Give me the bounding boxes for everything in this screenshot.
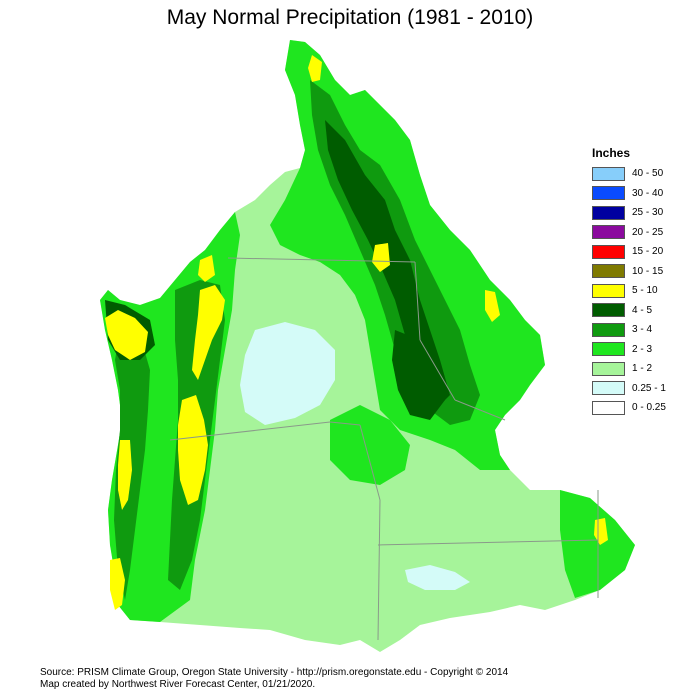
zone-5-10-rocky-crest	[485, 290, 500, 322]
legend-swatch	[592, 264, 625, 279]
zone-5-10-north-cascades	[192, 285, 225, 380]
legend-swatch	[592, 303, 625, 318]
legend-item: 5 - 10	[592, 281, 666, 301]
legend-item: 30 - 40	[592, 184, 666, 204]
zone-2-3-central	[330, 405, 410, 485]
legend-item: 3 - 4	[592, 320, 666, 340]
zone-5-10-selkirks	[372, 243, 390, 272]
legend-item: 1 - 2	[592, 359, 666, 379]
legend-swatch	[592, 342, 625, 357]
basin-region	[100, 40, 635, 652]
legend-swatch	[592, 186, 625, 201]
footer-source: Source: PRISM Climate Group, Oregon Stat…	[40, 667, 509, 678]
zone-4-5-central-idaho	[392, 330, 445, 420]
zone-3-4-coast	[114, 330, 150, 600]
legend-label: 30 - 40	[632, 187, 664, 199]
legend-label: 40 - 50	[632, 168, 664, 180]
legend-swatch	[592, 361, 625, 376]
footer: Source: PRISM Climate Group, Oregon Stat…	[40, 667, 508, 691]
legend-rows: 40 - 50 30 - 40 25 - 30 20 - 25 15 - 20 10 - …	[592, 164, 666, 418]
legend-swatch	[592, 166, 625, 181]
legend-item: 40 - 50	[592, 164, 666, 184]
legend-swatch	[592, 225, 625, 240]
arid-zone-south	[405, 565, 470, 590]
legend-item: 0 - 0.25	[592, 398, 666, 418]
legend-item: 10 - 15	[592, 262, 666, 282]
legend-swatch	[592, 244, 625, 259]
legend: Inches 40 - 50 30 - 40 25 - 30 20 - 25 15 - …	[592, 146, 666, 418]
legend-label: 1 - 2	[632, 363, 653, 375]
state-borders	[169, 257, 599, 641]
legend-item: 0.25 - 1	[592, 379, 666, 399]
legend-swatch	[592, 400, 625, 415]
zone-5-10-cascades-south	[178, 395, 208, 505]
zone-5-10-montana-peak	[308, 55, 322, 82]
legend-label: 15 - 20	[632, 246, 664, 258]
legend-label: 4 - 5	[632, 304, 653, 316]
legend-item: 2 - 3	[592, 340, 666, 360]
arid-zone-columbia-basin	[240, 322, 335, 425]
zone-5-10-olympics	[105, 310, 148, 360]
legend-item: 4 - 5	[592, 301, 666, 321]
legend-label: 0.25 - 1	[632, 382, 666, 394]
footer-credit: Map created by Northwest River Forecast …	[40, 679, 316, 690]
legend-label: 3 - 4	[632, 324, 653, 336]
legend-item: 20 - 25	[592, 223, 666, 243]
legend-label: 2 - 3	[632, 343, 653, 355]
zone-5-10-washington-north	[198, 255, 215, 282]
legend-title: Inches	[592, 146, 631, 160]
legend-label: 25 - 30	[632, 207, 664, 219]
legend-label: 0 - 0.25	[632, 402, 666, 414]
legend-label: 5 - 10	[632, 285, 658, 297]
legend-item: 15 - 20	[592, 242, 666, 262]
legend-swatch	[592, 283, 625, 298]
legend-item: 25 - 30	[592, 203, 666, 223]
zone-5-10-oregon-coast	[118, 440, 132, 510]
legend-swatch	[592, 205, 625, 220]
legend-swatch	[592, 322, 625, 337]
map-title: May Normal Precipitation (1981 - 2010)	[166, 6, 534, 29]
legend-swatch	[592, 381, 625, 396]
legend-label: 10 - 15	[632, 265, 664, 277]
legend-label: 20 - 25	[632, 226, 664, 238]
zone-5-10-southwest-oregon	[110, 558, 125, 610]
